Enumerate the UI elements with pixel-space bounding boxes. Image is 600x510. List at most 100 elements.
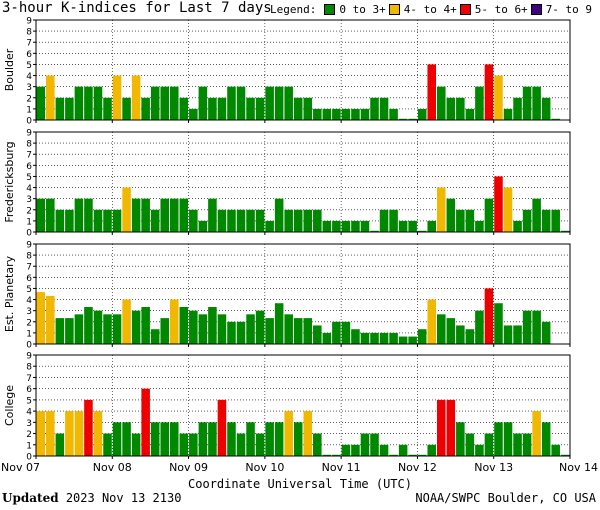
bar [112,314,122,344]
bar [303,97,313,120]
legend: Legend: 0 to 3+ 4- to 4+ 5- to 6+ 7- to … [270,3,595,16]
bar [322,220,332,232]
bar [437,187,446,232]
bar [150,422,160,456]
bar [313,108,322,120]
y-tick-label: 3 [26,307,32,317]
bar [437,86,446,120]
y-tick-label: 6 [26,50,32,60]
x-tick-label: Nov 07 [1,461,40,474]
bar [179,97,189,120]
bar [284,209,293,232]
legend-label: Legend: [270,3,317,16]
bar [208,422,217,456]
bar [112,209,122,232]
y-tick-label: 1 [26,441,32,451]
bar [322,108,332,120]
bar [560,230,570,232]
bar [503,187,513,232]
bar [84,86,93,120]
bar [417,108,427,120]
bar [265,422,274,456]
bar [456,97,465,120]
bar [74,86,84,120]
bar [313,325,322,344]
legend-swatch-storm [459,4,471,15]
bar [389,454,398,456]
bar [293,209,303,232]
bar [208,198,217,232]
bar [265,86,274,120]
bar [541,321,551,344]
bar [465,108,475,120]
bar [198,422,208,456]
bar [379,209,389,232]
bar [141,388,150,456]
bar [351,329,360,344]
y-tick-label: 8 [26,140,32,150]
bar [427,220,436,232]
bar [398,336,408,344]
legend-item-active: 4- to 4+ [388,3,457,16]
bar [93,310,103,344]
bar [265,318,274,344]
y-tick-label: 5 [26,173,32,183]
bar [46,295,55,344]
bar [84,307,93,344]
station-label: Est. Planetary [3,255,16,332]
bar [446,399,456,456]
bar [189,108,198,120]
x-tick-label: Nov 08 [93,461,132,474]
legend-item-storm: 5- to 6+ [459,3,528,16]
bar [236,86,246,120]
bar [475,444,484,456]
bar [370,433,379,456]
bar [55,433,65,456]
bar [198,86,208,120]
bar [360,220,370,232]
bar [551,118,560,120]
bar [274,198,284,232]
bar [532,310,541,344]
bar [122,422,131,456]
bar [246,209,255,232]
bar [313,209,322,232]
bar [55,318,65,344]
y-tick-label: 0 [26,341,32,351]
bar [522,433,532,456]
bar [208,307,217,344]
bar [551,444,560,456]
bar [351,220,360,232]
bar [150,329,160,344]
bar [427,444,436,456]
bar [332,108,341,120]
y-tick-label: 6 [26,162,32,172]
bar [93,411,103,456]
bar [522,310,532,344]
y-tick-label: 1 [26,217,32,227]
bar [322,454,332,456]
bar [198,314,208,344]
bar [93,86,103,120]
updated-label: Updated [2,491,59,505]
bar [274,303,284,344]
bar [503,325,513,344]
bar [475,220,484,232]
bar [360,332,370,344]
plot-frame [35,354,571,457]
chart-title: 3-hour K-indices for Last 7 days [2,0,272,16]
bar [65,209,74,232]
bar [293,422,303,456]
bar [522,86,532,120]
bar [160,422,169,456]
bar [332,454,341,456]
bar [351,108,360,120]
bar [122,187,131,232]
bar [417,230,427,232]
bar [360,433,370,456]
plot-frame [35,19,571,121]
legend-text-severe: 7- to 9 [545,3,593,16]
y-tick-label: 7 [26,263,32,273]
bar [370,332,379,344]
